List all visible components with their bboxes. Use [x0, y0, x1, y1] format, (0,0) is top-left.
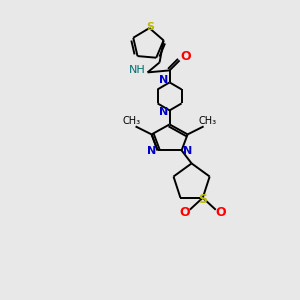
Text: N: N: [147, 146, 156, 156]
Text: NH: NH: [129, 65, 146, 75]
Text: O: O: [179, 206, 190, 219]
Text: O: O: [215, 206, 226, 219]
Text: N: N: [183, 146, 192, 156]
Text: CH₃: CH₃: [199, 116, 217, 126]
Text: O: O: [180, 50, 191, 63]
Text: S: S: [198, 193, 207, 206]
Text: S: S: [146, 22, 154, 32]
Text: N: N: [159, 75, 168, 85]
Text: N: N: [159, 107, 168, 117]
Text: CH₃: CH₃: [122, 116, 141, 126]
